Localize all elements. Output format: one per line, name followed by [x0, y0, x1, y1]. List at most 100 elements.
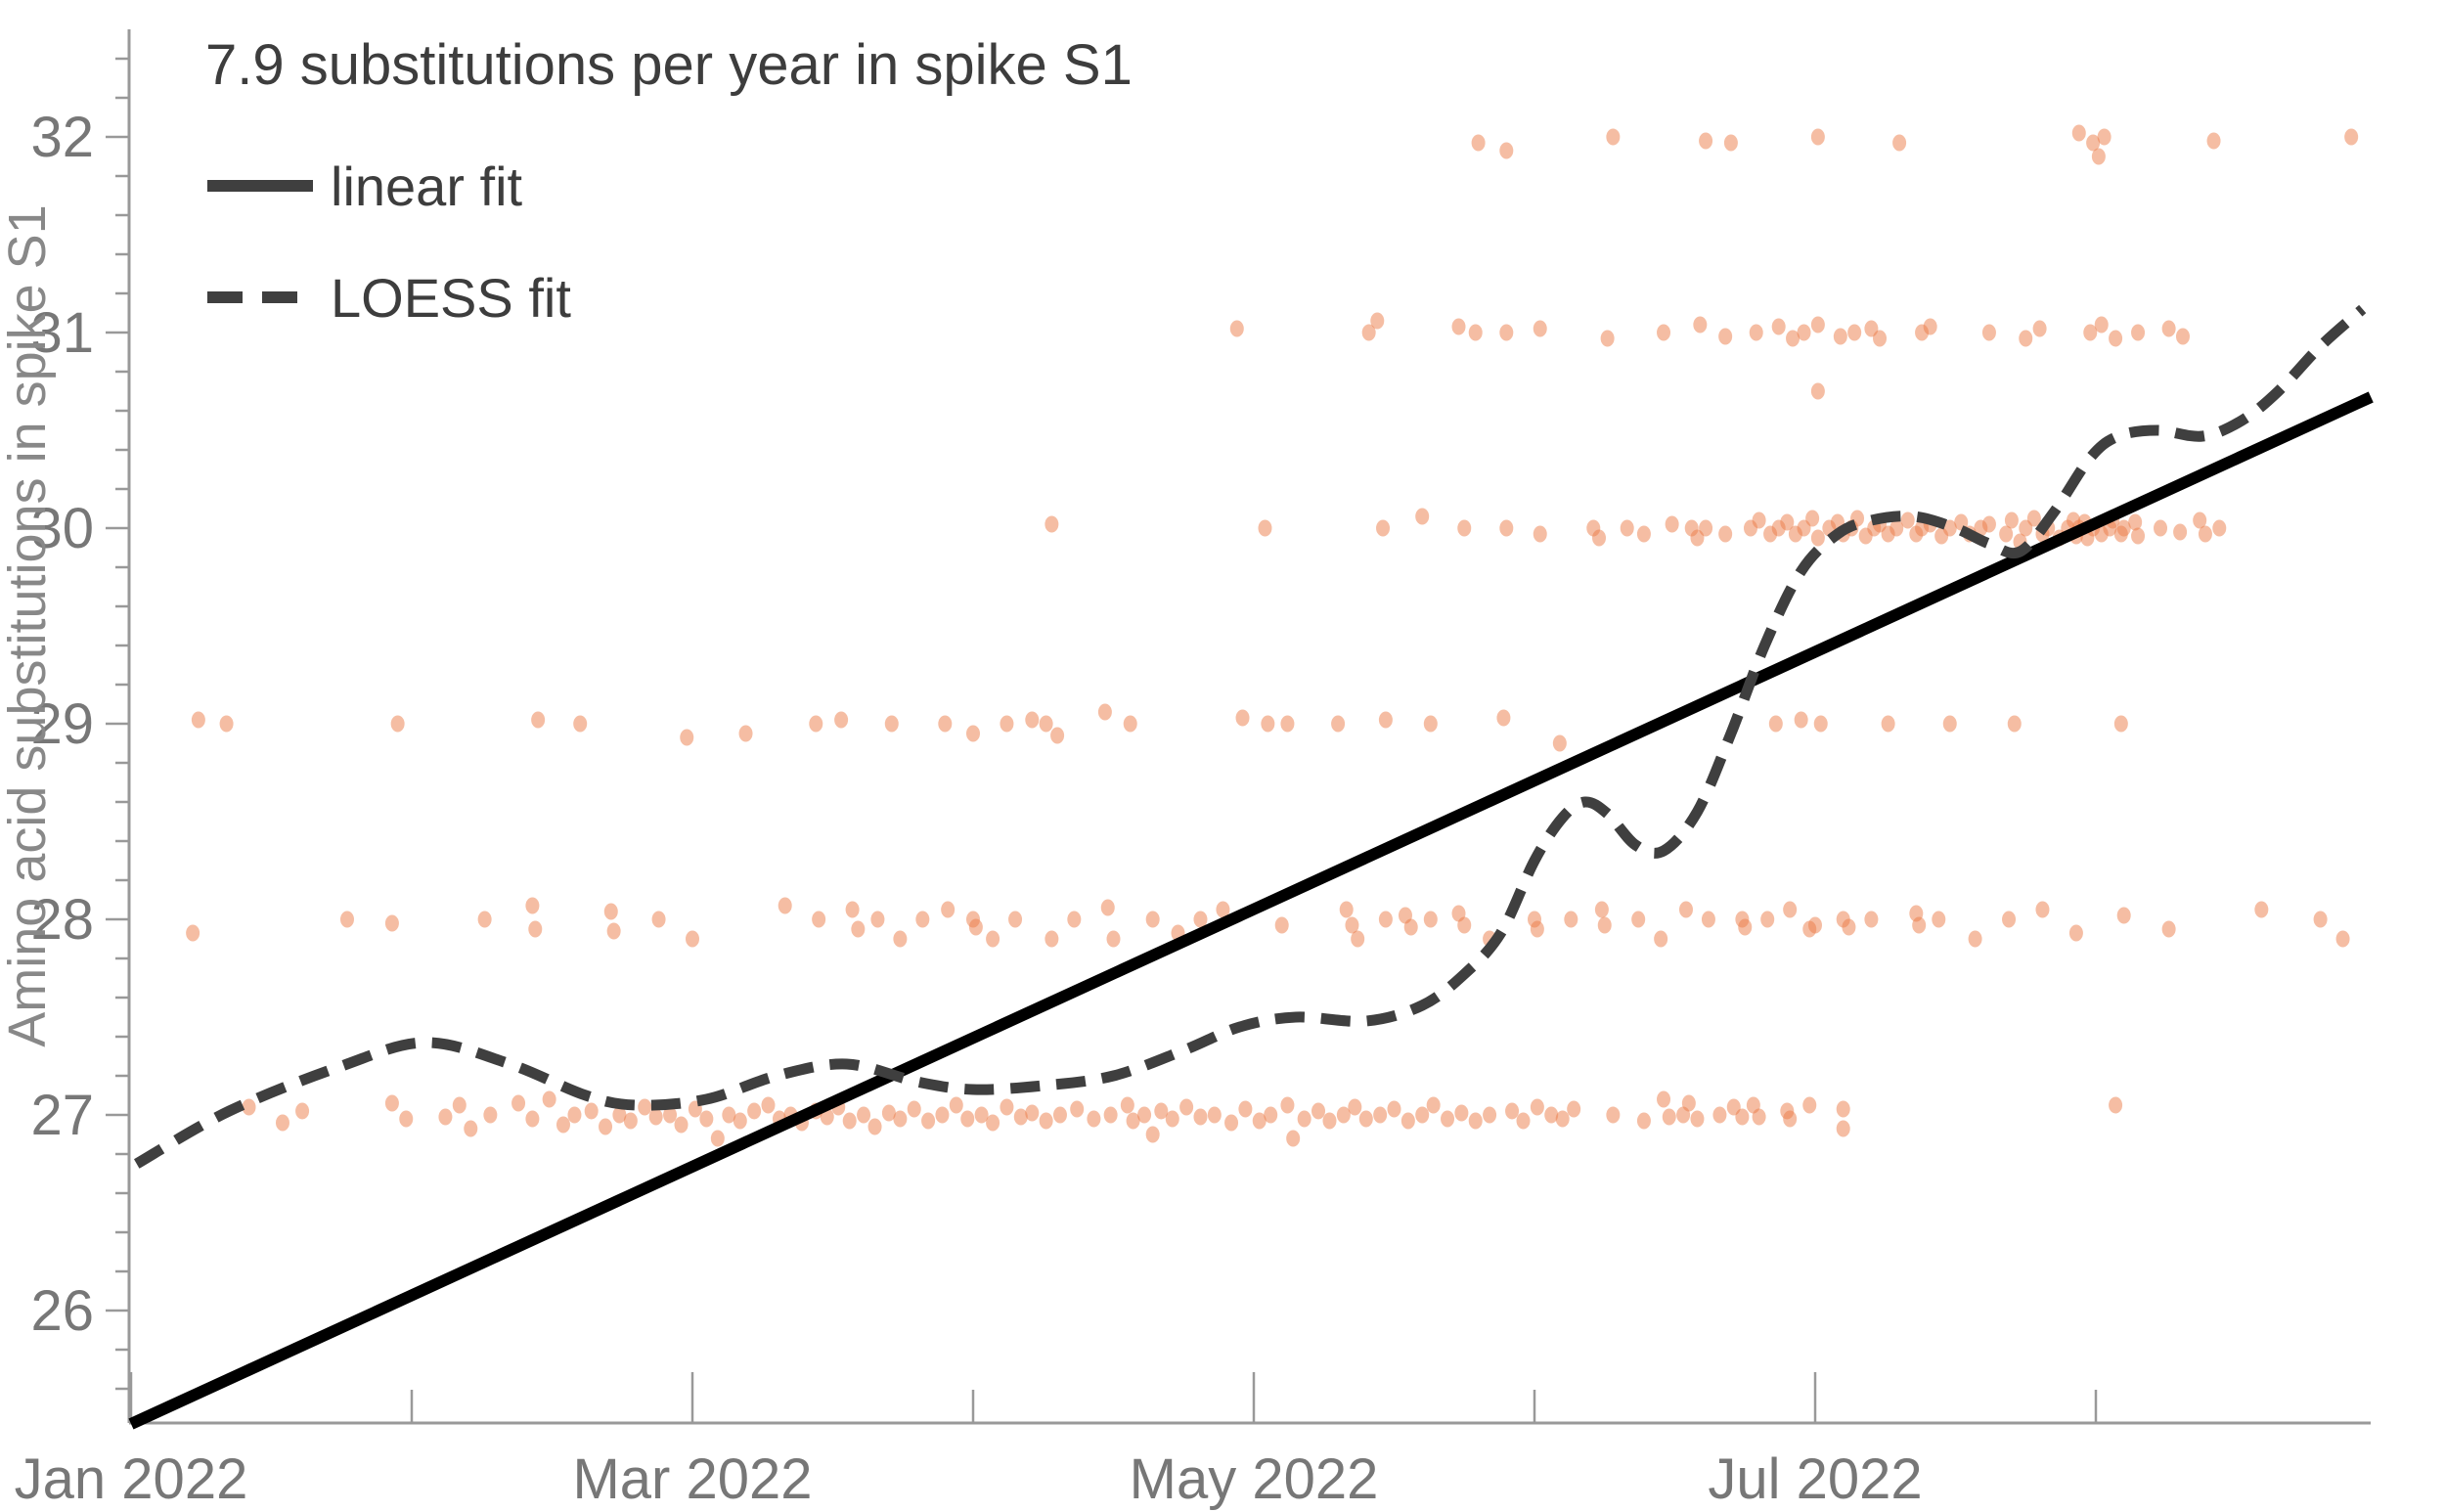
data-point [623, 1112, 638, 1130]
data-point [1833, 328, 1847, 345]
data-point [1454, 1104, 1469, 1122]
data-point [1723, 134, 1738, 152]
data-point [738, 725, 753, 742]
data-point [1752, 1108, 1766, 1126]
data-point [1842, 918, 1856, 936]
data-point [857, 1106, 871, 1124]
data-point [1468, 1112, 1483, 1130]
data-point [528, 920, 543, 938]
data-point [1297, 1110, 1311, 1128]
data-point [1378, 911, 1393, 928]
data-point [1441, 1110, 1455, 1128]
data-point [834, 711, 849, 729]
data-point [2091, 148, 2106, 165]
data-point [1999, 525, 2014, 543]
data-point [2109, 330, 2123, 347]
data-point [1165, 1110, 1179, 1128]
data-point [511, 1094, 526, 1112]
data-point [1600, 330, 1615, 347]
data-point [747, 1102, 762, 1120]
data-point [1889, 519, 1904, 537]
data-point [968, 918, 983, 936]
data-point [1981, 324, 1996, 341]
data-point [651, 911, 666, 928]
data-point [1981, 515, 1996, 533]
data-point [1636, 1112, 1651, 1130]
data-point [1810, 529, 1825, 547]
data-point [1403, 918, 1418, 936]
data-point [1423, 911, 1438, 928]
data-point [1179, 1098, 1194, 1116]
data-point [935, 1106, 950, 1124]
data-point [275, 1114, 289, 1132]
data-point [1322, 1112, 1337, 1130]
data-point [842, 1112, 857, 1130]
data-point [686, 930, 699, 948]
data-point [390, 715, 405, 733]
legend: linear fit LOESS fit [207, 156, 571, 329]
data-point [525, 897, 540, 914]
data-point [1968, 930, 1982, 948]
x-tick-label: Jul 2022 [1708, 1447, 1922, 1511]
data-point [915, 911, 930, 928]
data-point [584, 1102, 599, 1120]
y-tick-label: 26 [30, 1279, 94, 1343]
y-tick-label: 29 [30, 692, 94, 756]
data-point [1224, 1114, 1239, 1132]
data-point [2161, 920, 2176, 938]
data-point [1468, 324, 1483, 341]
data-point [2116, 519, 2131, 537]
axes: 26 27 28 29 30 31 32 Jan 2022 Mar 2022 May 2022 Ju… [15, 29, 2371, 1511]
data-point [2154, 519, 2168, 537]
data-point [1693, 316, 1708, 334]
y-tick-label: 31 [30, 301, 94, 365]
data-point [1912, 916, 1927, 934]
linear-fit-line [128, 391, 2374, 1430]
data-point [1690, 1110, 1705, 1128]
data-point [1499, 519, 1514, 537]
data-point [1620, 519, 1634, 537]
data-point [1100, 899, 1115, 916]
x-tick-label: Jan 2022 [15, 1447, 248, 1511]
data-point [1678, 901, 1693, 918]
data-point [1533, 320, 1547, 337]
legend-label-loess-fit: LOESS fit [331, 267, 571, 329]
data-point [1802, 1096, 1817, 1114]
data-point [710, 1130, 725, 1147]
data-point [556, 1116, 570, 1134]
data-point [1783, 901, 1798, 918]
data-point [1193, 1108, 1208, 1126]
data-point [1471, 134, 1486, 152]
data-point [1699, 132, 1713, 150]
data-point [1606, 128, 1621, 146]
data-point [1451, 318, 1466, 335]
data-point [1768, 715, 1783, 733]
data-point [1530, 920, 1544, 938]
data-point [1145, 1126, 1160, 1143]
data-point [986, 930, 1000, 948]
data-point [1942, 715, 1957, 733]
data-point [477, 911, 492, 928]
chart-title: 7.9 substitutions per year in spike S1 [205, 33, 1133, 97]
data-point [1050, 727, 1065, 744]
data-point [938, 715, 953, 733]
data-point [778, 897, 792, 914]
data-point [2086, 134, 2101, 152]
data-point [1103, 1106, 1118, 1124]
data-point [1339, 901, 1354, 918]
data-point [2116, 907, 2131, 924]
data-point [1280, 1096, 1295, 1114]
data-point [599, 1118, 613, 1135]
data-point [1701, 911, 1715, 928]
data-point [2344, 128, 2359, 146]
data-point [1505, 1102, 1520, 1120]
data-point [295, 1102, 310, 1120]
data-point [638, 1098, 652, 1116]
data-point [483, 1106, 498, 1124]
data-point [452, 1096, 467, 1114]
data-point [1123, 715, 1137, 733]
data-point [1881, 715, 1895, 733]
data-point [1533, 525, 1547, 543]
data-point [2097, 128, 2112, 146]
data-point [1126, 1112, 1140, 1130]
